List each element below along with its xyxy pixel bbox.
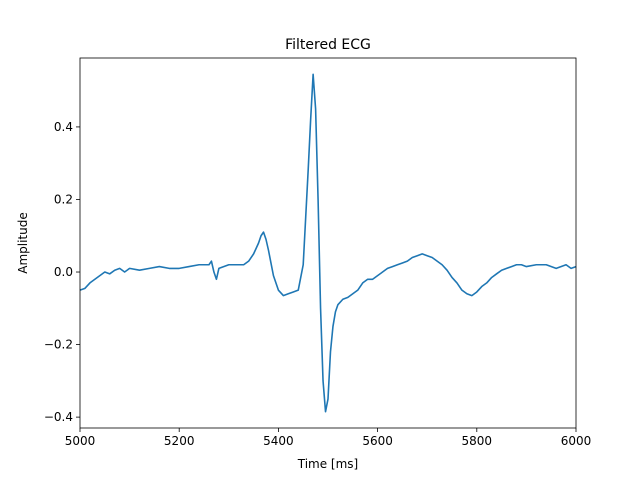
axes-frame <box>79 57 577 429</box>
x-tick-label: 5800 <box>462 434 493 448</box>
x-tick-label: 6000 <box>561 434 592 448</box>
y-axis-label: Amplitude <box>16 212 30 274</box>
x-tick-label: 5400 <box>263 434 294 448</box>
y-tick-label: 0.2 <box>54 192 73 206</box>
chart-title: Filtered ECG <box>285 37 371 53</box>
y-tick-label: −0.4 <box>44 410 73 424</box>
plot-area: 5000 5200 5400 5600 5800 6000 −0.4 −0.2 0.0 0.2 0.… <box>44 57 592 448</box>
y-tick-label: 0.4 <box>54 120 73 134</box>
x-axis-label: Time [ms] <box>297 457 359 471</box>
y-tick-label: 0.0 <box>54 265 73 279</box>
x-tick-label: 5200 <box>164 434 195 448</box>
y-tick-label: −0.2 <box>44 338 73 352</box>
x-tick-label: 5600 <box>362 434 393 448</box>
x-tick-label: 5000 <box>65 434 96 448</box>
series-line-0 <box>79 73 577 413</box>
